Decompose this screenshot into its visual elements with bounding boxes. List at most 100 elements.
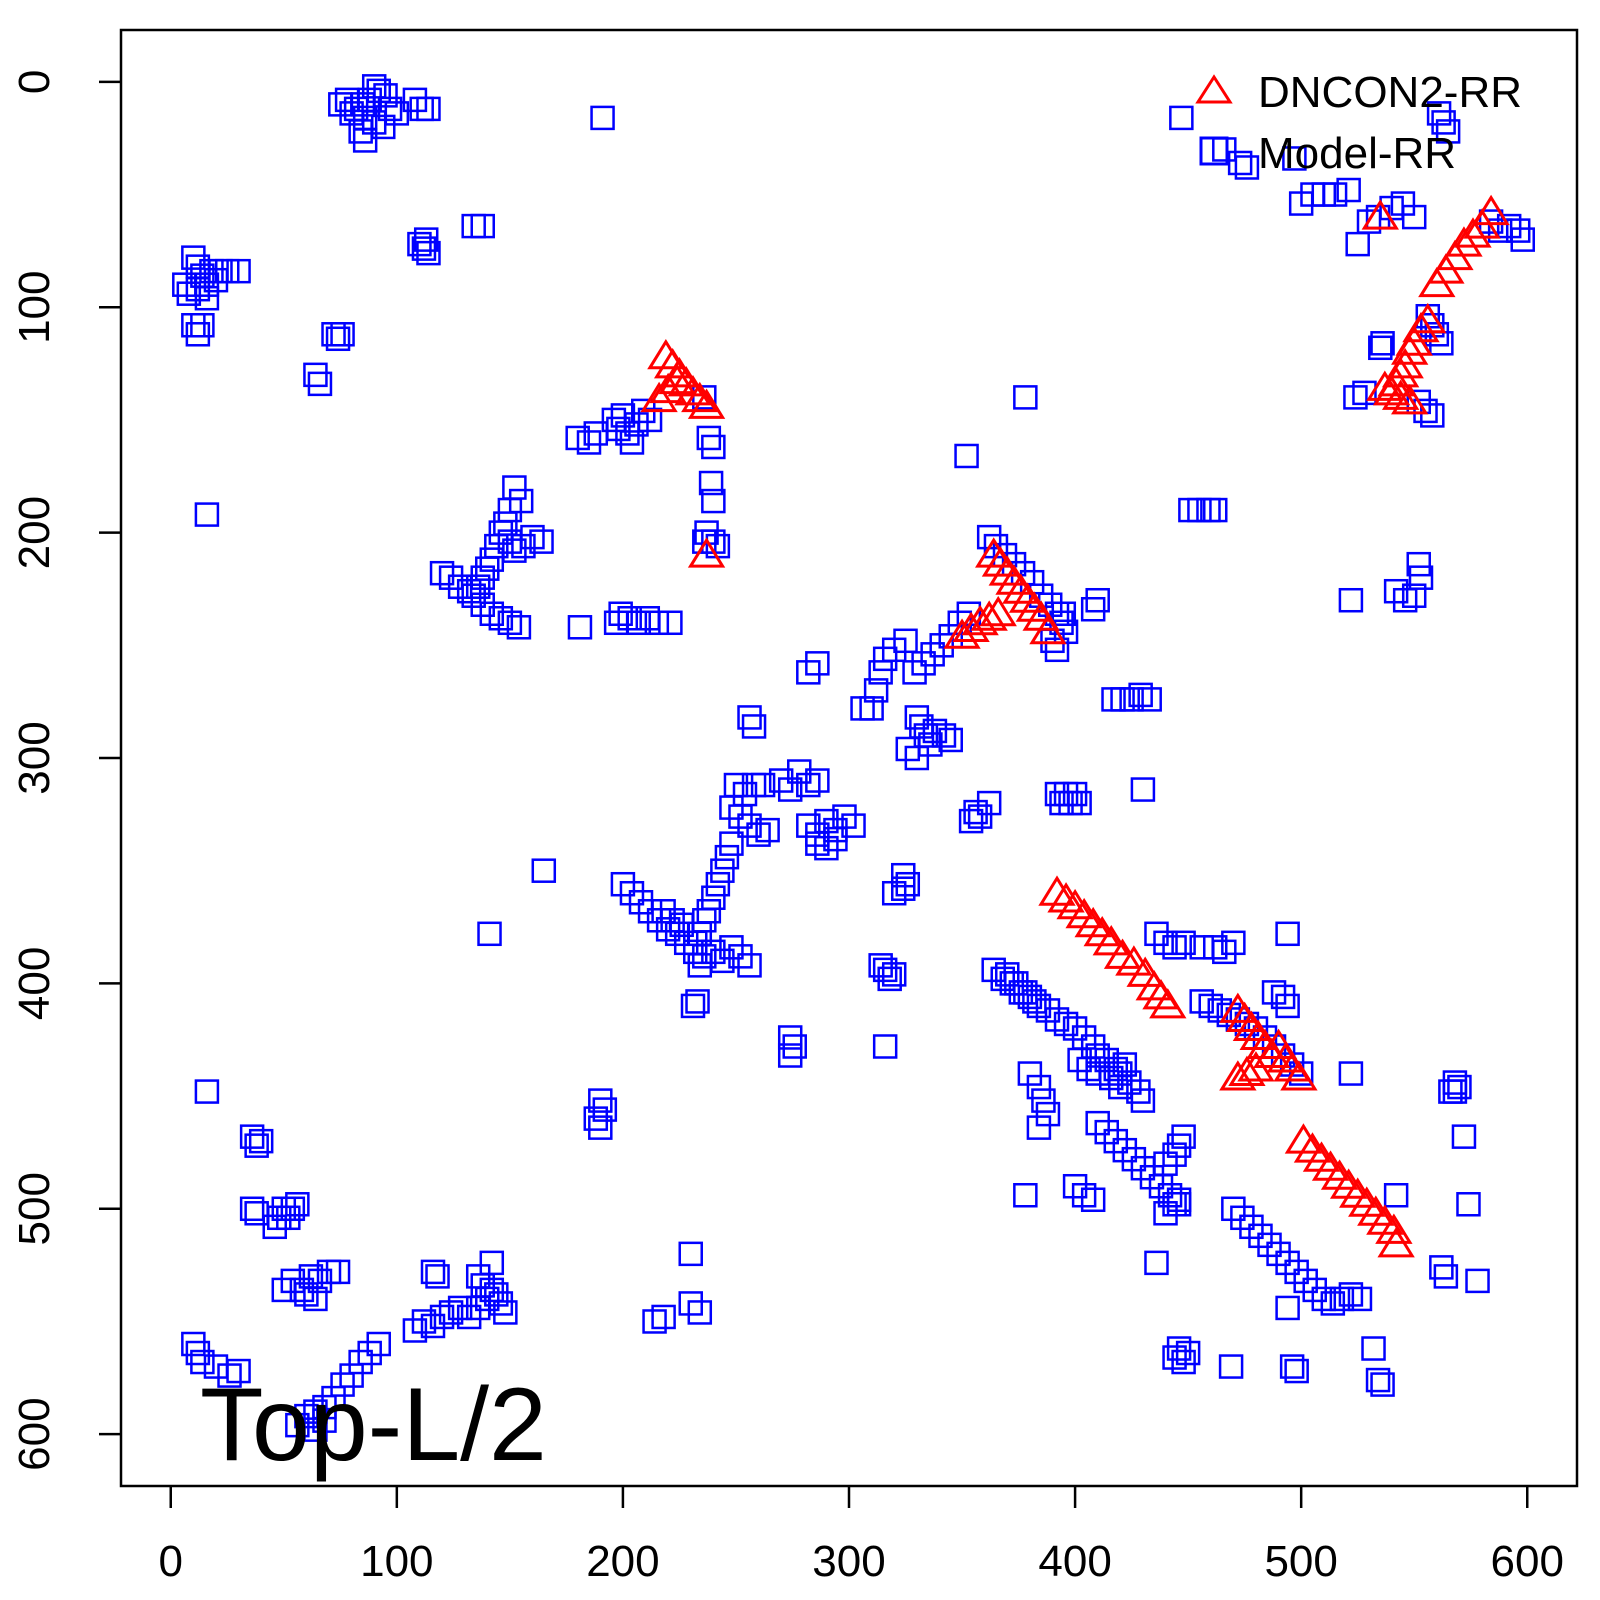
model-rr-point [1189, 989, 1214, 1014]
model-rr-point [1442, 1079, 1468, 1104]
model-rr-point [1343, 385, 1368, 410]
dncon2-rr-point [640, 381, 678, 413]
model-rr-point [565, 425, 590, 451]
model-rr-point [958, 808, 984, 834]
model-rr-point [728, 804, 753, 829]
model-rr-point [655, 917, 681, 942]
model-rr-point [244, 1133, 269, 1158]
model-rr-point [680, 993, 706, 1019]
model-rr-point [1207, 998, 1233, 1023]
model-rr-point [520, 524, 545, 550]
model-rr-point [1067, 790, 1092, 816]
model-rr-point [506, 615, 532, 640]
model-rr-point [239, 1196, 265, 1222]
model-rr-point [181, 1331, 206, 1357]
model-rr-point [1447, 1074, 1472, 1100]
model-rr-point [479, 601, 505, 627]
model-rr-point [477, 921, 502, 947]
dncon2-rr-point [1361, 199, 1399, 230]
model-rr-point [1320, 1291, 1346, 1316]
model-rr-point [1203, 935, 1228, 960]
model-rr-point [1053, 619, 1079, 645]
model-rr-point [461, 583, 486, 608]
model-rr-point [420, 1259, 446, 1285]
model-rr-point [710, 858, 735, 883]
model-rr-point [881, 637, 907, 663]
model-rr-point [1311, 1286, 1337, 1312]
model-rr-point [425, 1264, 450, 1289]
model-rr-point [172, 272, 197, 297]
model-rr-point [1126, 1079, 1151, 1104]
model-rr-point [176, 281, 202, 306]
model-rr-point [737, 705, 762, 730]
dncon2-rr-point [1219, 1060, 1257, 1091]
dncon2-rr-point [674, 375, 712, 406]
model-rr-point [1004, 971, 1029, 996]
model-rr-point [863, 678, 889, 703]
model-rr-point [1401, 583, 1427, 608]
model-rr-point [777, 1043, 803, 1068]
model-rr-point [1496, 213, 1522, 239]
model-rr-point [1166, 1187, 1192, 1213]
model-rr-point [366, 1331, 391, 1357]
model-rr-point [1383, 578, 1409, 604]
model-rr-point [1302, 1277, 1327, 1303]
model-rr-point [479, 1250, 505, 1276]
model-rr-point [1022, 989, 1047, 1014]
model-rr-point [276, 1205, 301, 1231]
model-rr-point [307, 371, 333, 397]
model-rr-point [497, 610, 523, 636]
model-rr-point [181, 245, 206, 270]
model-rr-point [1284, 1358, 1309, 1384]
model-rr-point [1282, 146, 1307, 171]
model-rr-point [493, 1300, 518, 1325]
model-rr-point [1153, 930, 1178, 956]
model-rr-point [289, 1277, 315, 1303]
model-rr-point [1153, 1201, 1178, 1226]
model-rr-point [1013, 1183, 1038, 1208]
model-rr-point [787, 759, 812, 784]
model-rr-point [465, 1264, 491, 1289]
dncon2-rr-point [970, 600, 1008, 631]
model-rr-point [705, 871, 731, 897]
model-rr-point [877, 966, 902, 992]
model-rr-point [1130, 777, 1156, 802]
model-rr-point [1270, 984, 1296, 1010]
model-rr-point [1112, 1052, 1138, 1077]
model-rr-point [339, 1363, 364, 1388]
model-rr-point [1044, 1007, 1070, 1032]
model-rr-point [1171, 1124, 1196, 1149]
y-tick-label: 300 [10, 721, 59, 794]
model-rr-point [1279, 1354, 1305, 1379]
dncon2-rr-point [1038, 875, 1076, 906]
model-rr-point [334, 87, 360, 113]
model-rr-point [719, 935, 744, 960]
model-rr-point [981, 957, 1006, 983]
model-rr-point [610, 403, 636, 428]
model-rr-point [185, 322, 211, 347]
model-rr-point [796, 660, 821, 685]
model-rr-point [1026, 1115, 1052, 1140]
model-rr-point [588, 1115, 613, 1140]
model-rr-point [1275, 1250, 1300, 1276]
model-rr-point [1431, 110, 1456, 135]
model-rr-point [1505, 218, 1531, 243]
x-axis: 0 100 200 300 400 500 600 [158, 1486, 1564, 1586]
model-rr-point [1429, 1255, 1454, 1280]
model-rr-point [1266, 1241, 1291, 1267]
model-rr-point [868, 660, 893, 685]
model-rr-point [608, 601, 633, 627]
model-rr-point [1352, 380, 1377, 406]
model-rr-point [701, 434, 726, 460]
model-rr-point [484, 1282, 509, 1307]
model-rr-point [185, 1340, 211, 1366]
model-rr-point [312, 1408, 337, 1433]
model-rr-point [626, 610, 651, 636]
model-rr-point [1094, 1119, 1119, 1145]
model-rr-point [1062, 781, 1088, 807]
model-rr-point [911, 651, 936, 676]
model-rr-point [447, 1295, 473, 1321]
model-rr-point [1435, 119, 1461, 144]
model-rr-point [1275, 993, 1300, 1019]
